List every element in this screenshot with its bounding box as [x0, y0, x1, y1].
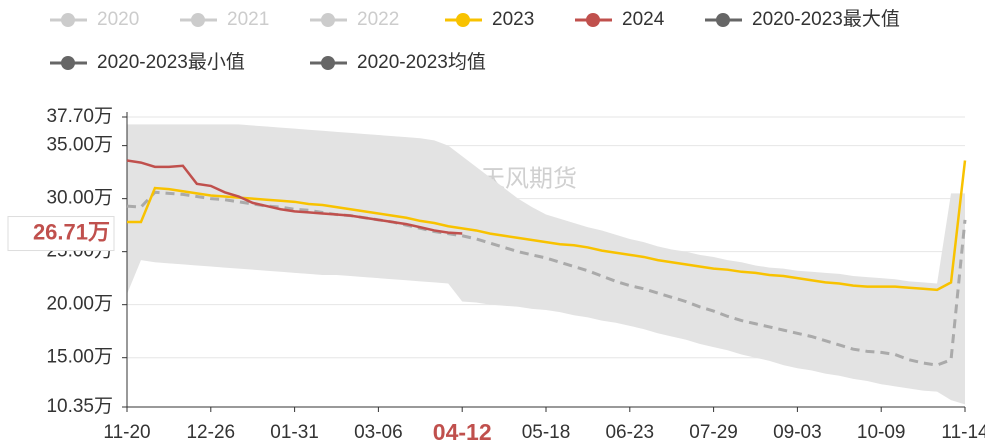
legend-dot	[321, 13, 335, 27]
x-tick-label: 12-26	[186, 422, 235, 443]
y-tick-label: 30.00万	[46, 188, 113, 209]
legend-label: 2020	[97, 9, 139, 30]
legend-dot	[61, 56, 75, 70]
legend-item[interactable]: 2022	[310, 9, 399, 30]
x-tick-label: 10-09	[857, 422, 906, 443]
legend-dot	[191, 13, 205, 27]
legend-label: 2020-2023最小值	[97, 51, 245, 73]
legend-dot	[586, 13, 600, 27]
legend-item[interactable]: 2021	[180, 9, 269, 30]
x-tick-label: 11-20	[103, 422, 150, 443]
range-band	[127, 124, 965, 405]
legend-dot	[61, 13, 75, 27]
x-tick-label: 09-03	[773, 422, 822, 443]
legend-label: 2020-2023均值	[357, 51, 486, 73]
legend-item[interactable]: 2020-2023最小值	[50, 51, 245, 73]
legend-item[interactable]: 2020-2023最大值	[705, 8, 900, 30]
legend-label: 2020-2023最大值	[752, 8, 900, 30]
x-tick-label: 11-14	[941, 422, 985, 443]
x-tick-label: 05-18	[522, 422, 571, 443]
series-line	[126, 159, 463, 235]
y-tick-label: 37.70万	[46, 106, 113, 127]
legend-label: 2021	[227, 9, 269, 30]
legend-dot	[321, 56, 335, 70]
legend-item[interactable]: 2020-2023均值	[310, 51, 486, 73]
pointer-y-label: 26.71万	[33, 219, 110, 244]
pointer-x-box	[414, 417, 511, 447]
legend-label: 2023	[492, 9, 534, 30]
legend-label: 2022	[357, 9, 399, 30]
y-tick-label: 35.00万	[46, 135, 113, 156]
x-tick-label: 06-23	[605, 422, 654, 443]
legend-dot	[716, 13, 730, 27]
legend-label: 2024	[622, 9, 665, 30]
x-tick-label: 03-06	[354, 422, 403, 443]
legend-item[interactable]: 2020	[50, 9, 139, 30]
legend-item[interactable]: 2023	[445, 9, 534, 30]
y-tick-label: 15.00万	[46, 347, 113, 368]
legend-dot	[456, 13, 470, 27]
x-tick-label: 07-29	[689, 422, 738, 443]
x-tick-label: 01-31	[270, 422, 319, 443]
pointer-x-label: 04-12	[433, 419, 492, 445]
legend-item[interactable]: 2024	[575, 9, 665, 30]
pointer-y-box	[7, 216, 115, 252]
y-tick-label: 20.00万	[46, 294, 113, 315]
y-tick-label: 10.35万	[46, 396, 113, 417]
series-line	[127, 160, 967, 292]
series-line	[126, 190, 967, 367]
